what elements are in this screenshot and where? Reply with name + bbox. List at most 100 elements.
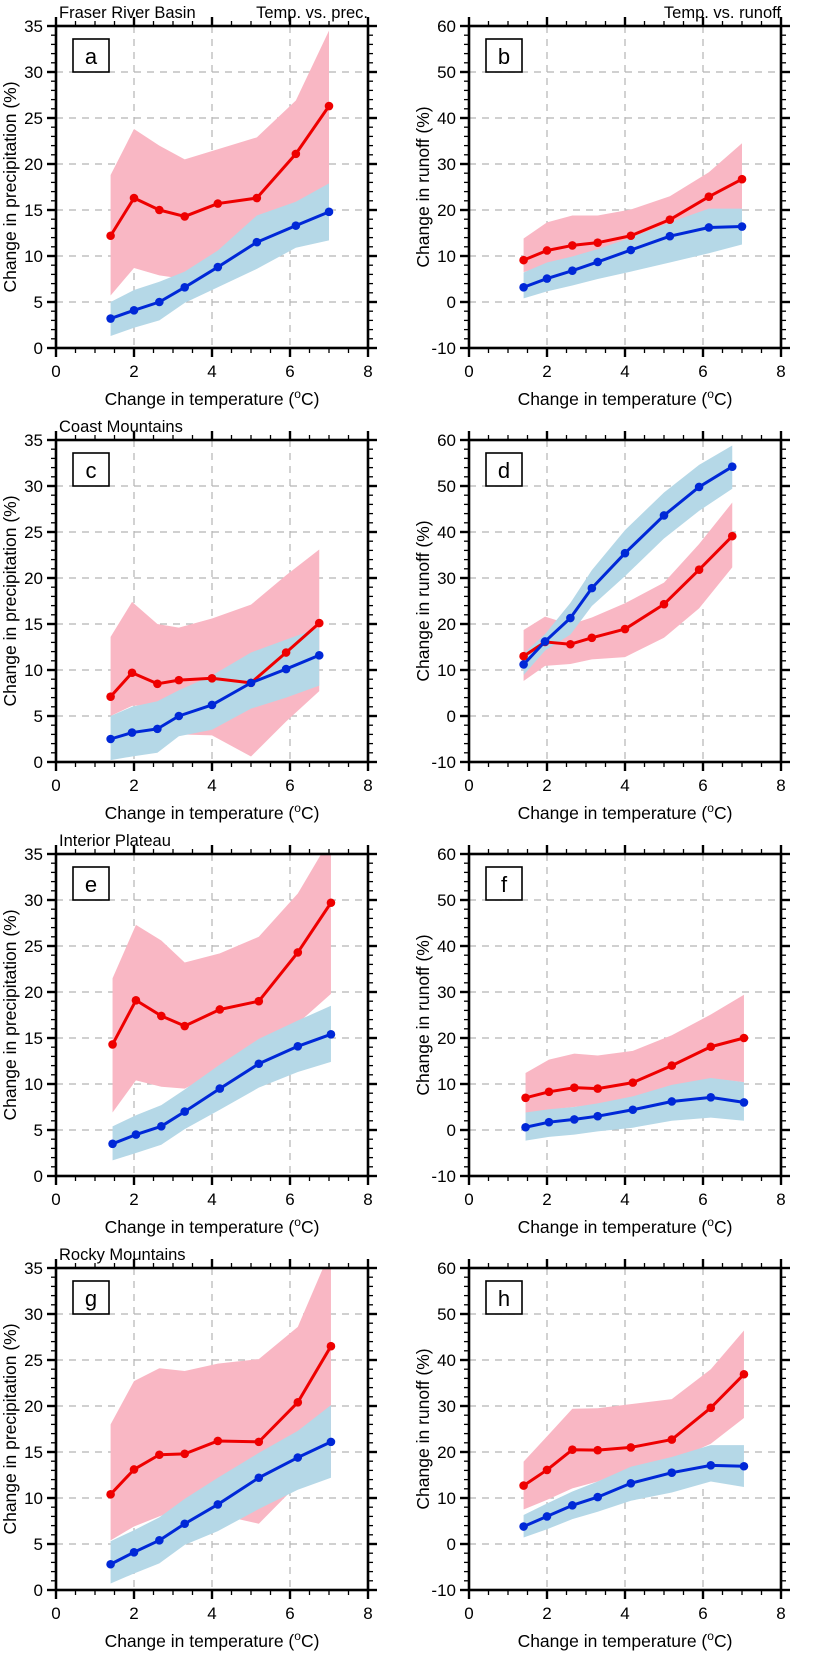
svg-text:30: 30 (437, 1397, 456, 1416)
svg-text:20: 20 (24, 1397, 43, 1416)
svg-text:30: 30 (24, 1305, 43, 1324)
x-axis-title: Change in temperature (oC) (518, 1629, 733, 1651)
svg-text:25: 25 (24, 1351, 43, 1370)
panel-letter: d (498, 458, 510, 483)
x-axis-title: Change in temperature (oC) (518, 387, 733, 409)
region-title: Rocky Mountains (59, 1246, 186, 1264)
panel-f: 0 2 4 6 8 -10 0 10 20 30 40 50 60 Change in temperatu… (413, 828, 826, 1242)
red-uncertainty-band (523, 502, 733, 682)
svg-text:10: 10 (437, 1489, 456, 1508)
corner-title: Temp. vs. runoff (664, 4, 781, 22)
region-title: Coast Mountains (59, 418, 183, 436)
svg-text:30: 30 (437, 155, 456, 174)
x-tick-labels: 0 2 4 6 8 (51, 1604, 372, 1623)
red-series-markers (521, 1033, 749, 1103)
x-tick-labels: 0 2 4 6 8 (464, 1190, 785, 1209)
y-axis-title: Change in precipitation (%) (0, 495, 20, 706)
major-ticks (47, 17, 377, 357)
svg-text:0: 0 (447, 293, 456, 312)
svg-text:6: 6 (698, 776, 707, 795)
panel-letter: f (501, 872, 508, 897)
data-layer (108, 854, 336, 1161)
y-axis-title: Change in runoff (%) (413, 934, 433, 1095)
svg-text:30: 30 (437, 983, 456, 1002)
blue-series-line (522, 465, 734, 666)
red-series-markers (519, 531, 737, 661)
panel-c: 0 2 4 6 8 0 5 10 15 20 25 30 35 Change in temperature… (0, 414, 413, 828)
x-tick-labels: 0 2 4 6 8 (464, 776, 785, 795)
blue-series-markers (108, 1030, 336, 1149)
red-series-line (109, 105, 331, 237)
svg-text:5: 5 (34, 1535, 43, 1554)
svg-text:0: 0 (51, 1604, 60, 1623)
svg-text:40: 40 (437, 937, 456, 956)
svg-text:6: 6 (285, 1190, 294, 1209)
svg-text:10: 10 (437, 247, 456, 266)
panel-e-chart: 0 2 4 6 8 0 5 10 15 20 25 30 35 Change in temperature… (0, 832, 377, 1237)
y-axis-title: Change in runoff (%) (413, 1348, 433, 1509)
svg-text:8: 8 (776, 1604, 785, 1623)
red-series-markers (519, 1369, 749, 1490)
svg-text:8: 8 (363, 1190, 372, 1209)
x-tick-labels: 0 2 4 6 8 (464, 1604, 785, 1623)
svg-text:50: 50 (437, 1305, 456, 1324)
svg-text:35: 35 (24, 845, 43, 864)
svg-text:15: 15 (24, 201, 43, 220)
svg-text:5: 5 (34, 293, 43, 312)
svg-text:8: 8 (776, 362, 785, 381)
svg-text:2: 2 (129, 776, 138, 795)
svg-text:2: 2 (542, 1190, 551, 1209)
svg-text:10: 10 (437, 1075, 456, 1094)
major-ticks (47, 431, 377, 771)
svg-text:0: 0 (34, 1167, 43, 1186)
svg-text:4: 4 (207, 776, 216, 795)
svg-text:4: 4 (207, 1604, 216, 1623)
blue-series-line (523, 225, 743, 289)
x-axis-title: Change in temperature (oC) (105, 1215, 320, 1237)
major-ticks (47, 845, 377, 1185)
svg-text:-10: -10 (431, 753, 456, 772)
panel-letter: h (498, 1286, 510, 1311)
minor-ticks (51, 849, 373, 1181)
y-axis-title: Change in precipitation (%) (0, 1323, 20, 1534)
minor-ticks (464, 435, 786, 767)
svg-text:4: 4 (207, 362, 216, 381)
svg-text:20: 20 (437, 615, 456, 634)
svg-text:60: 60 (437, 17, 456, 36)
svg-text:4: 4 (207, 1190, 216, 1209)
y-axis-title: Change in runoff (%) (413, 106, 433, 267)
svg-text:0: 0 (447, 1535, 456, 1554)
panel-letter-box (72, 452, 110, 487)
panel-letter: g (85, 1286, 97, 1311)
panel-letter: b (498, 44, 510, 69)
svg-text:5: 5 (34, 1121, 43, 1140)
svg-text:0: 0 (464, 362, 473, 381)
panel-g: 0 2 4 6 8 0 5 10 15 20 25 30 35 Change in temperature… (0, 1242, 413, 1656)
blue-series-line (109, 1440, 332, 1566)
red-series-line (522, 1373, 746, 1487)
red-series-line (109, 1345, 333, 1496)
svg-text:60: 60 (437, 1259, 456, 1278)
panel-letter: a (85, 44, 98, 69)
x-axis-title: Change in temperature (oC) (518, 1215, 733, 1237)
panel-b: 0 2 4 6 8 -10 0 10 20 30 40 50 60 Change in temperatu… (413, 0, 826, 414)
blue-series-markers (519, 222, 747, 292)
svg-text:0: 0 (464, 1190, 473, 1209)
svg-text:0: 0 (51, 776, 60, 795)
svg-text:60: 60 (437, 845, 456, 864)
svg-text:0: 0 (447, 707, 456, 726)
svg-text:30: 30 (437, 569, 456, 588)
x-tick-labels: 0 2 4 6 8 (51, 362, 372, 381)
svg-text:50: 50 (437, 477, 456, 496)
red-series-line (109, 621, 321, 698)
minor-ticks (464, 1263, 786, 1595)
svg-text:35: 35 (24, 431, 43, 450)
panel-d-chart: 0 2 4 6 8 -10 0 10 20 30 40 50 60 Change in temperatu… (413, 431, 790, 823)
panel-f-chart: 0 2 4 6 8 -10 0 10 20 30 40 50 60 Change in temperatu… (413, 845, 790, 1237)
svg-text:8: 8 (363, 1604, 372, 1623)
y-axis-title: Change in runoff (%) (413, 520, 433, 681)
red-uncertainty-band (523, 1330, 744, 1510)
svg-text:2: 2 (129, 362, 138, 381)
svg-text:2: 2 (542, 776, 551, 795)
panel-h: 0 2 4 6 8 -10 0 10 20 30 40 50 60 Change in temperatu… (413, 1242, 826, 1656)
